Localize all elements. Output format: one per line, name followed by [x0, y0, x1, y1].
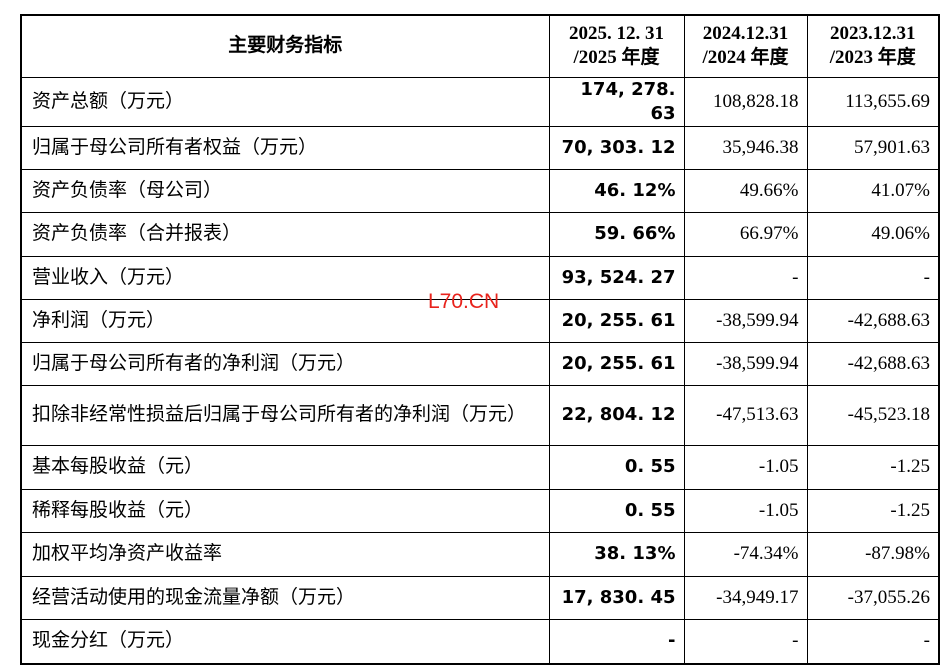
value-cell: -47,513.63	[683, 384, 808, 446]
value-cell: -1.05	[683, 444, 808, 490]
data-row: 营业收入（万元） 93, 524. 27- -	[20, 255, 940, 300]
header-line: /2023 年度	[829, 47, 916, 69]
value-cell: 20, 255. 61	[548, 341, 685, 386]
data-row: 资产负债率（合并报表） 59. 66% 66.97% 49.06%	[20, 211, 940, 257]
value-cell: 49.66%	[683, 168, 808, 213]
value-cell: -45,523.18	[806, 384, 940, 446]
value-cell: 41.07%	[806, 168, 940, 213]
row-label: 归属于母公司所有者的净利润（万元）	[20, 341, 550, 386]
value-cell: -1.25	[806, 488, 940, 533]
value-cell: 35,946.38	[683, 125, 808, 170]
value-cell: -42,688.63	[806, 298, 940, 343]
header-cell: 2025. 12. 31/2025 年度	[548, 14, 685, 78]
value-cell: 174, 278. 63	[548, 76, 685, 127]
row-label: 资产负债率（合并报表）	[20, 211, 550, 257]
value-cell: 22, 804. 12	[548, 384, 685, 446]
header-row: 主要财务指标 2025. 12. 31/2025 年度 2024.12.31/202…	[20, 14, 940, 78]
value-cell: -	[806, 618, 940, 665]
data-row: 加权平均净资产收益率 38. 13% -74.34% -87.98%	[20, 531, 940, 577]
value-cell: 46. 12%	[548, 168, 685, 213]
row-label: 资产负债率（母公司）	[20, 168, 550, 213]
data-row: 净利润（万元） 20, 255. 61 -38,599.94 -42,688.63	[20, 298, 940, 343]
financial-table: 主要财务指标 2025. 12. 31/2025 年度 2024.12.31/202…	[20, 14, 940, 665]
data-row: 稀释每股收益（元） 0. 55 -1.05 -1.25	[20, 488, 940, 533]
value-cell: 70, 303. 12	[548, 125, 685, 170]
value-cell: -	[683, 255, 808, 300]
value-cell: -34,949.17	[683, 575, 808, 620]
header-line: 主要财务指标	[228, 35, 343, 57]
value-cell: 0. 55	[548, 488, 685, 533]
value-cell: 93, 524. 27	[548, 255, 685, 300]
header-cell: 主要财务指标	[20, 14, 550, 78]
data-row: 资产负债率（母公司） 46. 12% 49.66% 41.07%	[20, 168, 940, 213]
value-cell: 38. 13%	[548, 531, 685, 577]
data-row: 扣除非经常性损益后归属于母公司所有者的净利润（万元） 22, 804. 12 -47…	[20, 384, 940, 446]
value-cell: -38,599.94	[683, 341, 808, 386]
value-cell: -87.98%	[806, 531, 940, 577]
row-label: 基本每股收益（元）	[20, 444, 550, 490]
header-line: /2024 年度	[702, 47, 789, 69]
value-cell: -74.34%	[683, 531, 808, 577]
data-row: 基本每股收益（元） 0. 55 -1.05 -1.25	[20, 444, 940, 490]
data-row: 归属于母公司所有者权益（万元） 70, 303. 12 35,946.38 57,90…	[20, 125, 940, 170]
value-cell: -	[806, 255, 940, 300]
header-line: 2024.12.31	[702, 23, 789, 45]
header-cell: 2024.12.31/2024 年度	[683, 14, 808, 78]
data-row: 归属于母公司所有者的净利润（万元） 20, 255. 61 -38,599.94 -4…	[20, 341, 940, 386]
header-line: 2023.12.31	[830, 23, 916, 45]
row-label: 归属于母公司所有者权益（万元）	[20, 125, 550, 170]
header-line: /2025 年度	[573, 47, 660, 69]
row-label: 稀释每股收益（元）	[20, 488, 550, 533]
value-cell: 49.06%	[806, 211, 940, 257]
value-cell: 66.97%	[683, 211, 808, 257]
value-cell: 0. 55	[548, 444, 685, 490]
value-cell: -	[548, 618, 685, 665]
value-cell: 17, 830. 45	[548, 575, 685, 620]
value-cell: -1.05	[683, 488, 808, 533]
header-cell: 2023.12.31/2023 年度	[806, 14, 940, 78]
value-cell: 113,655.69	[806, 76, 940, 127]
header-line: 2025. 12. 31	[569, 23, 664, 45]
row-label: 现金分红（万元）	[20, 618, 550, 665]
value-cell: 20, 255. 61	[548, 298, 685, 343]
value-cell: 59. 66%	[548, 211, 685, 257]
value-cell: -42,688.63	[806, 341, 940, 386]
row-label: 净利润（万元）	[20, 298, 550, 343]
value-cell: -	[683, 618, 808, 665]
data-row: 资产总额（万元） 174, 278. 63 108,828.18 113,655.69	[20, 76, 940, 127]
value-cell: 108,828.18	[683, 76, 808, 127]
value-cell: -1.25	[806, 444, 940, 490]
row-label: 资产总额（万元）	[20, 76, 550, 127]
data-row: 现金分红（万元） - - -	[20, 618, 940, 665]
value-cell: 57,901.63	[806, 125, 940, 170]
row-label: 营业收入（万元）	[20, 255, 550, 300]
data-row: 经营活动使用的现金流量净额（万元） 17, 830. 45 -34,949.17 -3…	[20, 575, 940, 620]
value-cell: -37,055.26	[806, 575, 940, 620]
value-cell: -38,599.94	[683, 298, 808, 343]
row-label: 扣除非经常性损益后归属于母公司所有者的净利润（万元）	[20, 384, 550, 446]
row-label: 加权平均净资产收益率	[20, 531, 550, 577]
watermark: L70.CN	[428, 290, 500, 313]
row-label: 经营活动使用的现金流量净额（万元）	[20, 575, 550, 620]
